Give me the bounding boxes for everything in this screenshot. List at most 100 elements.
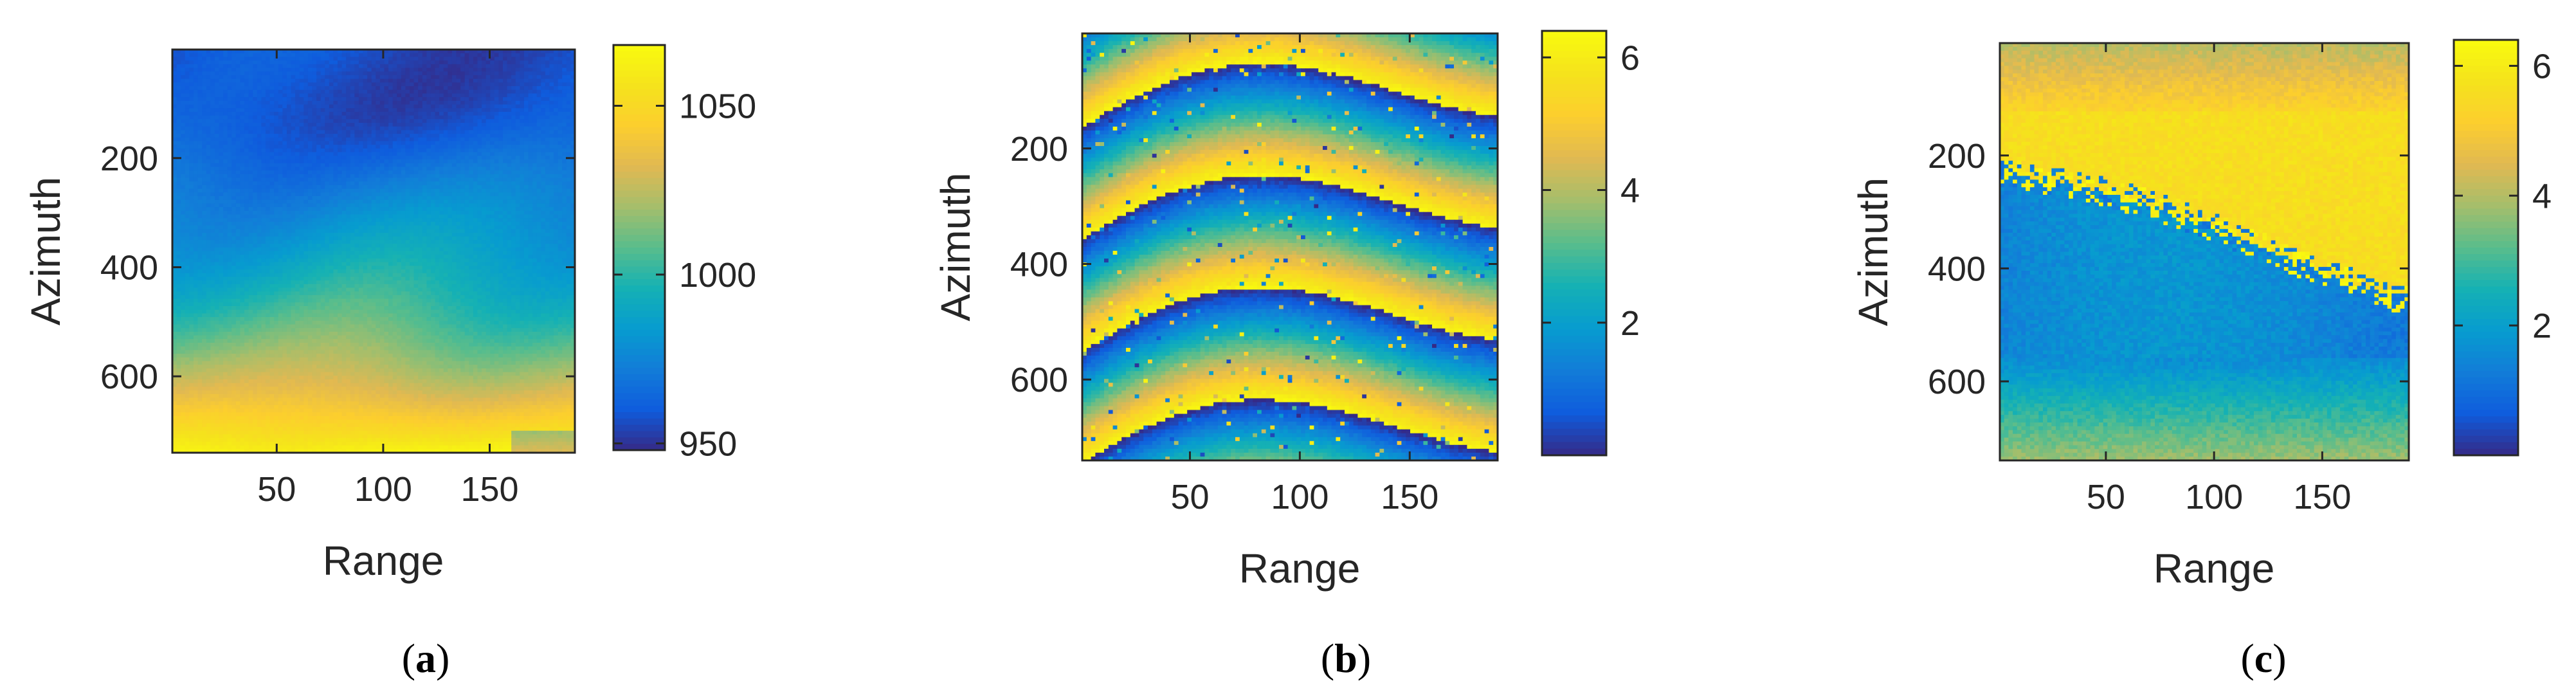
heatmap-cell	[549, 152, 554, 156]
heatmap-cell	[405, 57, 410, 61]
heatmap-cell	[363, 177, 368, 182]
heatmap-cell	[439, 75, 444, 80]
heatmap-cell	[291, 181, 296, 186]
heatmap-cell	[189, 104, 194, 109]
heatmap-cell	[371, 156, 376, 160]
heatmap-cell	[528, 163, 533, 167]
heatmap-cell	[473, 60, 478, 65]
heatmap-cell	[549, 177, 554, 182]
heatmap-cell	[176, 214, 181, 219]
heatmap-cell	[460, 60, 466, 65]
heatmap-cell	[325, 89, 330, 94]
heatmap-cell	[464, 141, 469, 145]
heatmap-cell	[329, 233, 334, 237]
heatmap-cell	[333, 89, 338, 94]
heatmap-cell	[219, 167, 224, 171]
heatmap-cell	[210, 188, 215, 193]
heatmap-cell	[219, 111, 224, 116]
heatmap-cell	[341, 93, 347, 98]
heatmap-cell	[358, 181, 364, 186]
heatmap-cell	[197, 159, 203, 164]
heatmap-cell	[401, 123, 406, 127]
heatmap-cell	[325, 100, 330, 105]
heatmap-cell	[350, 50, 355, 54]
heatmap-cell	[392, 148, 397, 153]
heatmap-cell	[286, 141, 292, 145]
heatmap-cell	[333, 137, 338, 142]
heatmap-cell	[536, 152, 541, 156]
heatmap-cell	[244, 82, 249, 87]
heatmap-cell	[464, 148, 469, 153]
heatmap-cell	[448, 148, 453, 153]
heatmap-cell	[210, 207, 215, 212]
heatmap-cell	[223, 134, 228, 138]
heatmap-cell	[286, 159, 292, 164]
heatmap-cell	[570, 141, 576, 145]
heatmap-cell	[206, 93, 211, 98]
heatmap-cell	[401, 93, 406, 98]
heatmap-cell	[397, 192, 402, 197]
heatmap-cell	[418, 50, 423, 54]
heatmap-cell	[274, 60, 279, 65]
heatmap-cell	[286, 123, 292, 127]
heatmap-cell	[202, 210, 207, 215]
heatmap-cell	[502, 203, 508, 208]
heatmap-cell	[219, 53, 224, 57]
heatmap-cell	[456, 86, 461, 91]
heatmap-cell	[312, 50, 317, 54]
heatmap-cell	[384, 123, 389, 127]
heatmap-cell	[379, 192, 385, 197]
heatmap-cell	[376, 221, 381, 226]
heatmap-cell	[545, 185, 550, 190]
heatmap-cell	[214, 181, 220, 186]
heatmap-cell	[197, 126, 203, 131]
heatmap-cell	[337, 137, 343, 142]
heatmap-cell	[511, 137, 516, 142]
heatmap-cell	[482, 100, 487, 105]
heatmap-cell	[554, 89, 559, 94]
heatmap-cell	[304, 210, 309, 215]
heatmap-cell	[316, 174, 322, 179]
heatmap-cell	[244, 199, 249, 204]
heatmap-cell	[172, 86, 177, 91]
heatmap-cell	[248, 75, 253, 80]
heatmap-cell	[248, 214, 253, 219]
heatmap-cell	[299, 100, 304, 105]
heatmap-cell	[193, 82, 199, 87]
heatmap-cell	[562, 177, 567, 182]
heatmap-cell	[358, 170, 364, 175]
heatmap-cell	[532, 57, 538, 61]
heatmap-cell	[554, 104, 559, 109]
heatmap-cell	[528, 82, 533, 87]
heatmap-cell	[384, 221, 389, 226]
heatmap-cell	[235, 225, 241, 230]
heatmap-cell	[473, 203, 478, 208]
heatmap-cell	[570, 188, 576, 193]
heatmap-cell	[426, 152, 431, 156]
heatmap-cell	[498, 100, 503, 105]
heatmap-cell	[274, 177, 279, 182]
heatmap-cell	[430, 119, 436, 123]
heatmap-cell	[206, 214, 211, 219]
heatmap-cell	[558, 203, 563, 208]
heatmap-cell	[320, 86, 325, 91]
heatmap-cell	[227, 137, 232, 142]
heatmap-cell	[502, 68, 508, 72]
heatmap-cell	[410, 126, 415, 131]
heatmap-cell	[422, 177, 427, 182]
heatmap-cell	[485, 148, 491, 153]
heatmap-cell	[435, 82, 440, 87]
heatmap-cell	[451, 148, 457, 153]
heatmap-cell	[363, 111, 368, 116]
heatmap-cell	[248, 221, 253, 226]
heatmap-cell	[473, 225, 478, 230]
heatmap-cell	[240, 137, 245, 142]
heatmap-cell	[193, 75, 199, 80]
heatmap-cell	[490, 196, 495, 201]
heatmap-cell	[490, 236, 495, 241]
heatmap-cell	[511, 177, 516, 182]
heatmap-cell	[379, 141, 385, 145]
heatmap-cell	[320, 108, 325, 113]
heatmap-cell	[443, 82, 448, 87]
heatmap-cell	[329, 240, 334, 244]
